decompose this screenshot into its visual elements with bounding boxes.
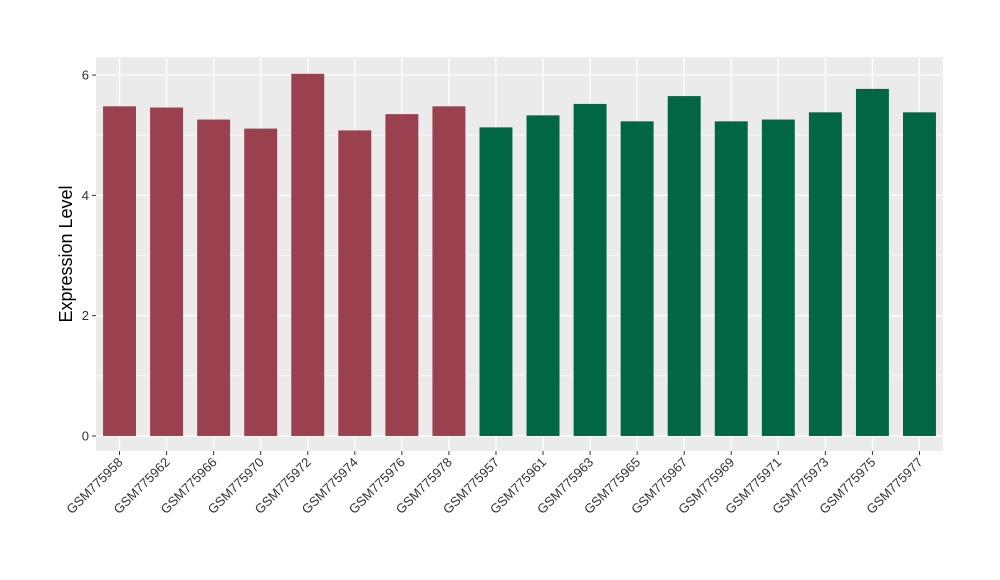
- bar: [620, 121, 654, 436]
- y-axis: 0 2 4 6: [82, 68, 96, 443]
- bar: [903, 112, 936, 436]
- y-axis-title: Expression Level: [56, 185, 76, 322]
- bar: [291, 73, 325, 436]
- minor-gridlines: [96, 134, 943, 377]
- bar: [103, 106, 136, 436]
- bar: [573, 103, 607, 436]
- bar: [432, 106, 466, 436]
- bar: [667, 96, 701, 436]
- bar: [479, 127, 513, 436]
- bar: [385, 114, 419, 436]
- y-tick-label: 4: [82, 188, 89, 203]
- y-tick-label: 2: [82, 308, 89, 323]
- plot-panel: [96, 57, 943, 451]
- y-tick-label: 0: [82, 428, 89, 443]
- y-tick-label: 6: [82, 68, 89, 83]
- bar: [855, 88, 889, 436]
- bar: [714, 121, 748, 436]
- x-axis: GSM775958GSM775962GSM775966GSM775970GSM7…: [63, 451, 926, 517]
- bar: [808, 112, 842, 436]
- bar: [150, 107, 184, 436]
- bar: [338, 130, 372, 436]
- bar: [526, 115, 560, 436]
- bar: [244, 128, 278, 436]
- bar: [761, 119, 795, 436]
- bar: [197, 119, 231, 436]
- bars: [103, 73, 936, 436]
